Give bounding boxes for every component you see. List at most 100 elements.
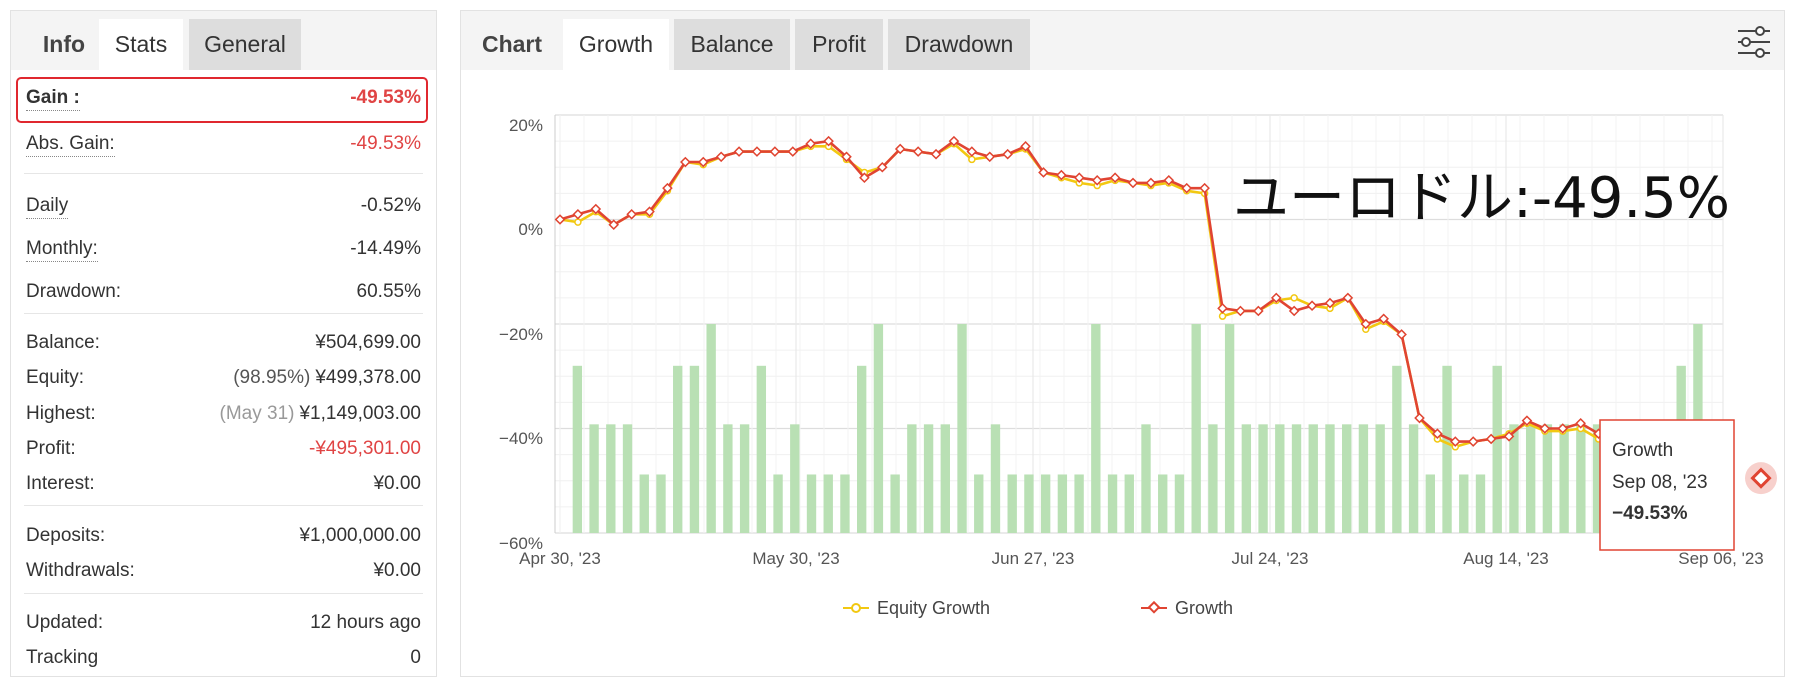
volume-bar <box>1091 324 1101 533</box>
legend-item-growth[interactable]: Growth <box>1141 598 1233 618</box>
growth-point <box>1396 329 1407 340</box>
legend: Equity Growth Growth <box>843 598 1233 618</box>
x-tick-label: May 30, '23 <box>752 549 839 568</box>
volume-bar <box>689 365 700 533</box>
gain-value: -49.53% <box>350 87 421 108</box>
tracking-value: 0 <box>410 647 421 668</box>
volume-bar <box>1024 474 1034 533</box>
tab-profit[interactable]: Profit <box>795 19 883 70</box>
volume-bar <box>1492 365 1502 533</box>
tab-balance[interactable]: Balance <box>674 19 790 70</box>
volume-bar <box>1057 474 1068 533</box>
y-tick-label: −40% <box>499 429 543 448</box>
tab-general[interactable]: General <box>189 19 301 70</box>
tab-stats[interactable]: Stats <box>99 19 183 70</box>
volume-bar <box>990 424 1001 533</box>
abs-gain-label[interactable]: Abs. Gain: <box>26 133 115 157</box>
growth-point <box>715 151 727 163</box>
gain-label[interactable]: Gain : <box>26 87 80 111</box>
abs-gain-value: -49.53% <box>350 133 421 154</box>
growth-point <box>1503 431 1515 442</box>
volume-bar <box>723 424 733 533</box>
growth-point <box>1235 305 1246 317</box>
growth-point <box>1432 428 1443 440</box>
highest-value: ¥1,149,003.00 <box>299 403 421 424</box>
volume-bar <box>790 424 800 533</box>
tooltip-box <box>1599 419 1735 551</box>
growth-point <box>823 135 834 147</box>
growth-point <box>1109 172 1121 184</box>
volume-bar <box>957 324 967 533</box>
volume-bar <box>1241 424 1252 533</box>
monthly-label[interactable]: Monthly: <box>26 238 98 262</box>
interest-label: Interest: <box>26 473 95 494</box>
growth-point <box>626 208 637 220</box>
monthly-value: -14.49% <box>350 238 421 259</box>
balance-value: ¥504,699.00 <box>315 332 421 353</box>
growth-point <box>554 214 566 225</box>
growth-point <box>1253 305 1264 317</box>
growth-point <box>859 172 870 184</box>
x-tick-label: Jun 27, '23 <box>992 549 1075 568</box>
volume-bar <box>1425 474 1436 533</box>
volume-bar <box>656 474 666 533</box>
daily-value: -0.52% <box>360 195 421 216</box>
growth-point <box>1163 175 1175 186</box>
volume-bar <box>1224 324 1235 533</box>
growth-point <box>608 219 620 231</box>
growth-chart: 20% 0% −20% −40% −60% Apr 30, '23 May 30… <box>499 114 1777 618</box>
sliders-icon[interactable] <box>1734 23 1774 61</box>
drawdown-row: Drawdown: 60.55% <box>24 277 423 311</box>
highest-value-group: (May 31) ¥1,149,003.00 <box>220 403 421 425</box>
growth-point <box>1324 297 1336 309</box>
growth-point <box>680 156 691 168</box>
equity-growth-point <box>968 155 976 164</box>
volume-bar <box>1191 324 1201 533</box>
divider <box>24 505 423 506</box>
growth-point <box>1056 169 1067 181</box>
equity-value: ¥499,378.00 <box>315 367 421 388</box>
equity-percent: (98.95%) <box>233 367 311 388</box>
tooltip-value: −49.53% <box>1612 503 1688 524</box>
volume-bar <box>1158 474 1168 533</box>
growth-point <box>1199 182 1210 194</box>
highest-label: Highest: <box>26 403 96 424</box>
volume-bar <box>572 365 583 533</box>
profit-label: Profit: <box>26 438 76 459</box>
divider <box>24 593 423 594</box>
diamond-marker-icon[interactable] <box>1745 462 1777 495</box>
growth-point <box>1306 300 1318 312</box>
tooltip-date: Sep 08, '23 <box>1612 472 1708 493</box>
growth-point <box>877 161 888 173</box>
tooltip-series: Growth <box>1612 440 1673 461</box>
drawdown-value: 60.55% <box>356 281 421 302</box>
volume-bar <box>1358 424 1369 533</box>
growth-point <box>644 206 655 217</box>
growth-point <box>1288 305 1300 317</box>
volume-bar <box>923 424 934 533</box>
volume-bar <box>1208 424 1218 533</box>
growth-point <box>787 146 799 157</box>
tab-chart: Chart <box>481 31 543 57</box>
volume-bar <box>1459 474 1469 533</box>
y-tick-label: −20% <box>499 325 543 344</box>
volume-bar <box>940 424 950 533</box>
growth-point <box>1217 303 1228 314</box>
volume-bar <box>1258 424 1268 533</box>
daily-label[interactable]: Daily <box>26 195 69 219</box>
growth-point <box>1181 182 1193 194</box>
volume-bar <box>1074 474 1084 533</box>
highest-date: (May 31) <box>219 403 295 424</box>
volume-bar <box>873 324 884 533</box>
withdrawals-label: Withdrawals: <box>26 560 135 581</box>
tab-growth[interactable]: Growth <box>563 19 669 70</box>
growth-point <box>805 138 816 150</box>
tab-drawdown[interactable]: Drawdown <box>888 19 1030 70</box>
profit-value: -¥495,301.00 <box>309 438 421 459</box>
deposits-row: Deposits: ¥1,000,000.00 <box>24 521 423 555</box>
volume-bar <box>639 474 649 533</box>
legend-item-equity-growth[interactable]: Equity Growth <box>843 598 990 618</box>
x-tick-label: Apr 30, '23 <box>519 549 601 568</box>
divider <box>24 173 423 174</box>
volume-bar <box>1442 365 1452 533</box>
